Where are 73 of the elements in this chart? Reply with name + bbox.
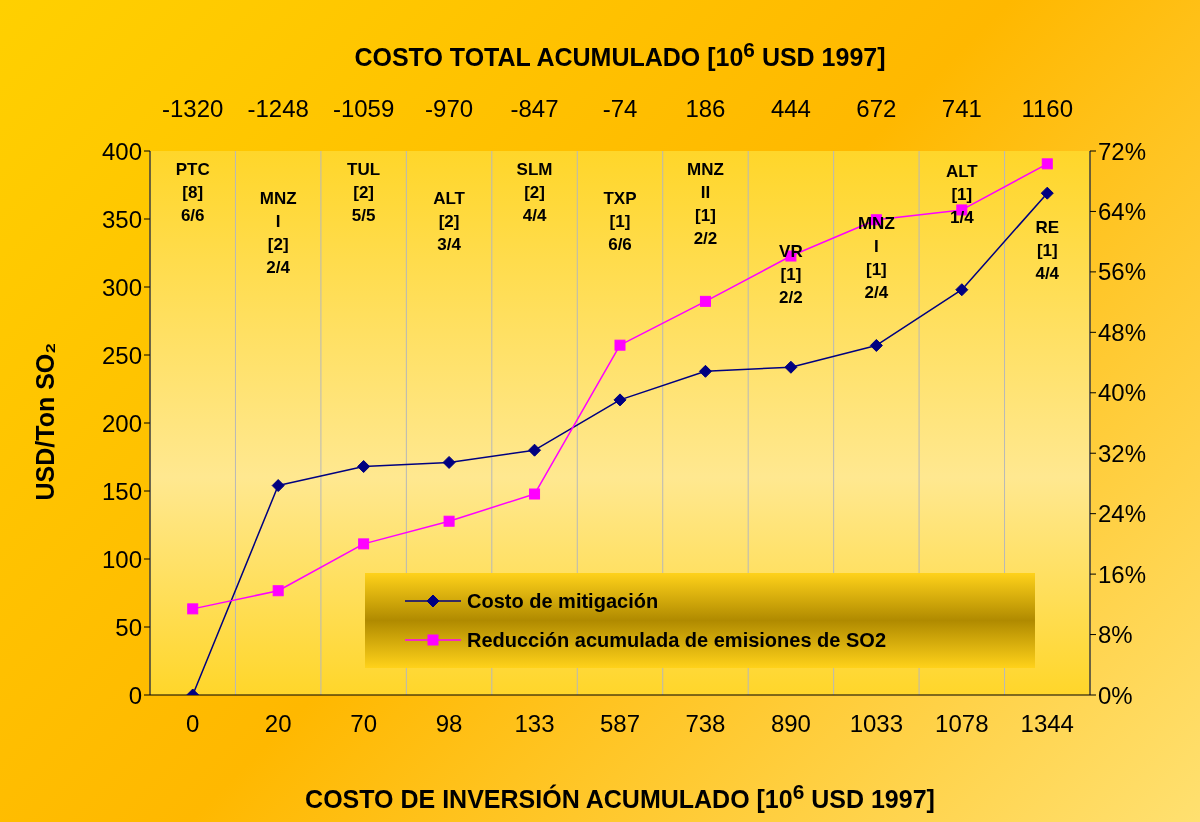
annotation: RE [1] 4/4 — [1034, 217, 1061, 285]
point — [357, 460, 371, 474]
y-tick-label: 0 — [128, 681, 142, 709]
y2-tick-label: 72% — [1098, 137, 1147, 165]
point — [1040, 186, 1054, 200]
annotation: MNZ I [2] 2/4 — [258, 188, 298, 279]
y2-tick-label: 24% — [1098, 500, 1147, 528]
point — [529, 488, 541, 500]
point — [699, 295, 711, 307]
y2-tick-label: 48% — [1098, 318, 1147, 346]
text: 186 — [684, 95, 727, 123]
annotation: SLM [2] 4/4 — [515, 159, 554, 227]
annotation: PTC [8] 6/6 — [174, 159, 211, 227]
y2-tick-label: 8% — [1098, 621, 1133, 649]
point — [698, 364, 712, 378]
x-tick-label: 1078 — [935, 710, 989, 738]
x-tick-label: 890 — [770, 710, 811, 738]
y-axis-title: USD/Ton SO₂ — [30, 341, 60, 503]
text: 444 — [769, 95, 812, 123]
x-tick-label: 0 — [186, 710, 200, 738]
y2-tick-label: 64% — [1098, 197, 1147, 225]
annotation: TUL [2] 5/5 — [346, 159, 382, 227]
text: -74 — [601, 95, 639, 123]
x-tick-label: 70 — [350, 710, 377, 738]
text: 1160 — [1020, 95, 1075, 123]
text: 672 — [855, 95, 898, 123]
point — [784, 360, 798, 374]
x-tick-label: 1033 — [849, 710, 904, 738]
point — [187, 603, 199, 615]
annotation: ALT [1] 1/4 — [944, 161, 979, 229]
y2-tick-label: 32% — [1098, 439, 1147, 467]
point — [869, 338, 883, 352]
annotation: MNZ II [1] 2/2 — [686, 159, 725, 250]
y-tick-label: 150 — [101, 477, 142, 505]
x-tick-label: 98 — [435, 710, 463, 738]
y2-tick-label: 16% — [1098, 560, 1147, 588]
x2-axis-title: COSTO TOTAL ACUMULADO [10$^{6}$ USD 1997] — [353, 38, 887, 73]
legend-label: Reducción acumulada de emisiones de SO2 — [467, 628, 887, 652]
x-tick-label: 587 — [599, 710, 641, 738]
point — [1041, 158, 1053, 170]
y2-tick-label: 56% — [1098, 258, 1147, 286]
y-tick-label: 350 — [101, 205, 142, 233]
point — [443, 515, 455, 527]
y-tick-label: 100 — [101, 545, 142, 573]
y-tick-label: 50 — [115, 613, 142, 641]
x-tick-label: 738 — [685, 710, 726, 738]
text: -1059 — [331, 95, 396, 123]
text: -1248 — [246, 95, 310, 123]
point — [528, 443, 542, 457]
point — [613, 393, 627, 407]
y-tick-label: 200 — [101, 409, 142, 437]
annotation: TXP [1] 6/6 — [602, 188, 638, 256]
y-tick-label: 400 — [101, 137, 142, 165]
y2-tick-label: 40% — [1098, 379, 1147, 407]
x-tick-label: 20 — [264, 710, 292, 738]
text: 741 — [940, 95, 983, 123]
point — [358, 538, 370, 550]
y-tick-label: 250 — [101, 341, 142, 369]
x-tick-label: 133 — [514, 710, 555, 738]
point — [271, 479, 285, 493]
text: -1320 — [161, 95, 225, 123]
point — [272, 585, 284, 597]
y2-tick-label: 0% — [1098, 681, 1133, 709]
point — [955, 283, 969, 297]
text: -970 — [424, 95, 475, 123]
y-tick-label: 300 — [101, 273, 142, 301]
annotation: ALT [2] 3/4 — [432, 188, 466, 256]
legend-label: Costo de mitigación — [467, 589, 659, 613]
point — [614, 339, 626, 351]
x-tick-label: 1344 — [1020, 710, 1074, 738]
point — [442, 455, 456, 469]
text: -847 — [509, 95, 560, 123]
x-axis-title: COSTO DE INVERSIÓN ACUMULADO [10$^{6}$ USD 1997] — [304, 780, 936, 815]
